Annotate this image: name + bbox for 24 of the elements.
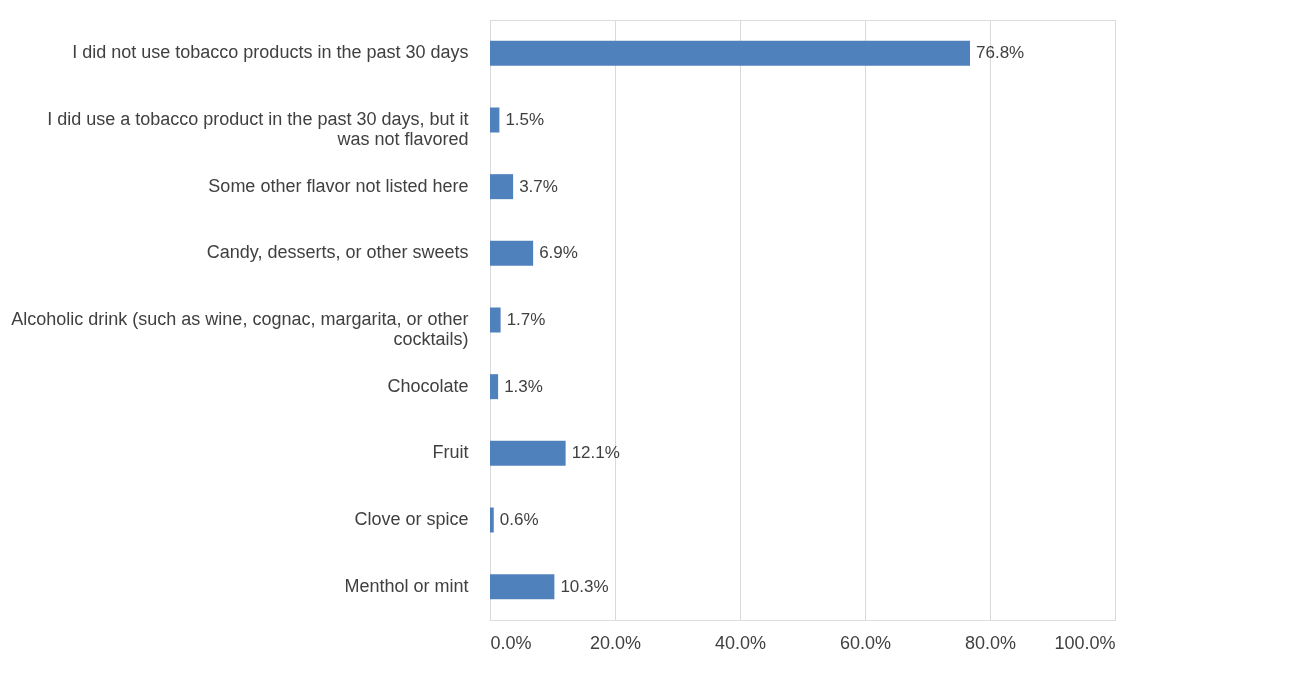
data-label: 76.8% xyxy=(976,43,1025,63)
y-tick-label: Fruit xyxy=(432,442,469,463)
data-label: 12.1% xyxy=(571,443,620,463)
x-tick-label: 0.0% xyxy=(490,632,532,653)
data-label: 1.3% xyxy=(504,376,543,396)
y-tick-label: Menthol or mint xyxy=(344,575,469,596)
y-tick-label: Candy, desserts, or other sweets xyxy=(206,242,469,263)
y-tick-label: I did use a tobacco product in the past 30 days, but it was not flavored xyxy=(47,109,469,149)
data-label: 10.3% xyxy=(560,576,609,596)
x-tick-label: 80.0% xyxy=(964,632,1017,653)
y-tick-label: Chocolate xyxy=(387,375,469,396)
x-tick-label: 60.0% xyxy=(839,632,892,653)
y-tick-label: Some other flavor not listed here xyxy=(208,175,469,196)
y-tick-label: I did not use tobacco products in the past 30 days xyxy=(72,42,469,63)
data-label: 3.7% xyxy=(519,176,558,196)
data-label: 6.9% xyxy=(539,243,578,263)
data-label: 1.7% xyxy=(506,310,546,329)
y-tick-label: Clove or spice xyxy=(354,509,469,529)
x-tick-label: 100.0% xyxy=(1054,632,1116,653)
y-tick-label: Alcoholic drink (such as wine, cognac, margarita, or other cocktails) xyxy=(11,309,469,349)
x-tick-label: 20.0% xyxy=(589,632,642,653)
x-tick-label: 40.0% xyxy=(714,632,767,653)
data-label: 1.5% xyxy=(505,110,545,129)
data-label: 0.6% xyxy=(499,510,539,529)
